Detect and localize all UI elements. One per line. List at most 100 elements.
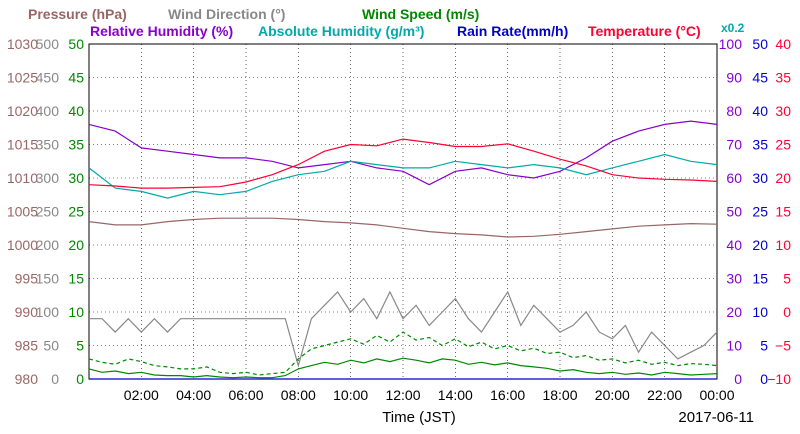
series-line-wind-speed-max-m-s: [88, 331, 718, 376]
y-tick-label-pressure: 1010: [7, 170, 38, 186]
y-tick-label-wind-direction: 450: [36, 70, 60, 86]
y-tick-label-wind-speed: 40: [68, 103, 84, 119]
y-tick-label-pressure: 995: [15, 271, 39, 287]
series-layer: [88, 120, 718, 380]
x-tick-label: 16:00: [490, 387, 525, 403]
y-tick-label-wind-speed: 5: [76, 338, 84, 354]
y-tick-label-rain-rate: 50: [752, 36, 768, 52]
y-tick-label-pressure: 1005: [7, 204, 38, 220]
x-tick-label: 14:00: [438, 387, 473, 403]
y-tick-label-wind-speed: 45: [68, 70, 84, 86]
y-tick-label-rain-rate: 20: [752, 237, 768, 253]
y-tick-label-pressure: 1015: [7, 137, 38, 153]
y-tick-label-pressure: 985: [15, 338, 39, 354]
y-tick-label-relative-humidity: 10: [726, 338, 742, 354]
x-tick-label: 20:00: [595, 387, 630, 403]
legend-relative-humidity: Relative Humidity (%): [90, 23, 233, 39]
y-tick-label-temperature: 35: [775, 70, 791, 86]
y-tick-label-wind-direction: 250: [36, 204, 60, 220]
x-tick-label: 22:00: [647, 387, 682, 403]
x-tick-label: 00:00: [699, 387, 734, 403]
y-tick-label-pressure: 1020: [7, 103, 38, 119]
y-tick-label-rain-rate: 25: [752, 204, 768, 220]
y-tick-label-rain-rate: 45: [752, 70, 768, 86]
y-tick-label-pressure: 990: [15, 304, 39, 320]
y-tick-label-rain-rate: 15: [752, 271, 768, 287]
y-tick-label-pressure: 980: [15, 371, 39, 387]
series-line-wind-speed-m-s: [88, 357, 718, 379]
y-tick-label-temperature: 5: [783, 271, 791, 287]
x-tick-label: 10:00: [333, 387, 368, 403]
y-tick-label-wind-direction: 350: [36, 137, 60, 153]
y-tick-label-wind-direction: 100: [36, 304, 60, 320]
y-tick-label-relative-humidity: 90: [726, 70, 742, 86]
y-tick-label-rain-rate: 0: [760, 371, 768, 387]
legend-wind-direction: Wind Direction (°): [168, 6, 285, 22]
y-tick-label-relative-humidity: 50: [726, 204, 742, 220]
legend-temperature: Temperature (°C): [588, 23, 701, 39]
legend-pressure: Pressure (hPa): [28, 6, 127, 22]
series-line-temperature-c: [88, 138, 718, 189]
y-tick-label-temperature: −10: [767, 371, 791, 387]
x-tick-label: 06:00: [228, 387, 263, 403]
y-tick-label-temperature: 0: [783, 304, 791, 320]
y-tick-label-pressure: 1030: [7, 36, 38, 52]
y-tick-label-rain-rate: 5: [760, 338, 768, 354]
scale-note: x0.2: [721, 21, 745, 35]
y-tick-label-relative-humidity: 80: [726, 103, 742, 119]
axis-labels: 02:00 04:00 06:00 08:00 10:00 12:00 14:00 16:00…: [7, 36, 791, 403]
y-tick-label-temperature: 40: [775, 36, 791, 52]
y-tick-label-relative-humidity: 0: [734, 371, 742, 387]
grid: [89, 44, 717, 379]
y-tick-label-wind-speed: 30: [68, 170, 84, 186]
y-tick-label-wind-speed: 15: [68, 271, 84, 287]
y-tick-label-wind-direction: 150: [36, 271, 60, 287]
series-line-absolute-humidity-g-m: [88, 153, 718, 199]
y-tick-label-temperature: 15: [775, 204, 791, 220]
y-tick-label-wind-direction: 0: [51, 371, 59, 387]
y-tick-label-wind-direction: 200: [36, 237, 60, 253]
x-tick-label: 02:00: [124, 387, 159, 403]
y-tick-label-relative-humidity: 70: [726, 137, 742, 153]
date-label: 2017-06-11: [678, 409, 754, 426]
y-tick-label-pressure: 1000: [7, 237, 38, 253]
x-axis-label: Time (JST): [382, 409, 456, 426]
series-line-relative-humidity: [88, 120, 718, 186]
series-line-pressure-hpa: [88, 217, 718, 238]
y-tick-label-temperature: 10: [775, 237, 791, 253]
y-tick-label-rain-rate: 40: [752, 103, 768, 119]
y-tick-label-relative-humidity: 100: [719, 36, 743, 52]
y-tick-label-temperature: 30: [775, 103, 791, 119]
legend-rain-rate: Rain Rate(mm/h): [457, 23, 568, 39]
y-tick-label-relative-humidity: 40: [726, 237, 742, 253]
y-tick-label-rain-rate: 35: [752, 137, 768, 153]
y-tick-label-relative-humidity: 30: [726, 271, 742, 287]
y-tick-label-wind-speed: 20: [68, 237, 84, 253]
y-tick-label-relative-humidity: 20: [726, 304, 742, 320]
y-tick-label-temperature: 20: [775, 170, 791, 186]
y-tick-label-wind-speed: 35: [68, 137, 84, 153]
x-tick-label: 04:00: [176, 387, 211, 403]
legend-wind-speed: Wind Speed (m/s): [362, 6, 479, 22]
series-line-wind-direction: [89, 290, 718, 368]
y-tick-label-rain-rate: 30: [752, 170, 768, 186]
x-tick-label: 18:00: [542, 387, 577, 403]
y-tick-label-wind-direction: 500: [36, 36, 60, 52]
y-tick-label-pressure: 1025: [7, 70, 38, 86]
y-tick-label-wind-speed: 25: [68, 204, 84, 220]
y-tick-label-wind-speed: 10: [68, 304, 84, 320]
y-tick-label-wind-direction: 400: [36, 103, 60, 119]
y-tick-label-wind-speed: 0: [76, 371, 84, 387]
y-tick-label-temperature: −5: [775, 338, 791, 354]
y-tick-label-wind-direction: 300: [36, 170, 60, 186]
x-tick-label: 12:00: [385, 387, 420, 403]
y-tick-label-wind-speed: 50: [68, 36, 84, 52]
legend-absolute-humidity: Absolute Humidity (g/m³): [258, 23, 424, 39]
y-tick-label-rain-rate: 10: [752, 304, 768, 320]
x-tick-label: 08:00: [281, 387, 316, 403]
y-tick-label-wind-direction: 50: [43, 338, 59, 354]
y-tick-label-temperature: 25: [775, 137, 791, 153]
y-tick-label-relative-humidity: 60: [726, 170, 742, 186]
